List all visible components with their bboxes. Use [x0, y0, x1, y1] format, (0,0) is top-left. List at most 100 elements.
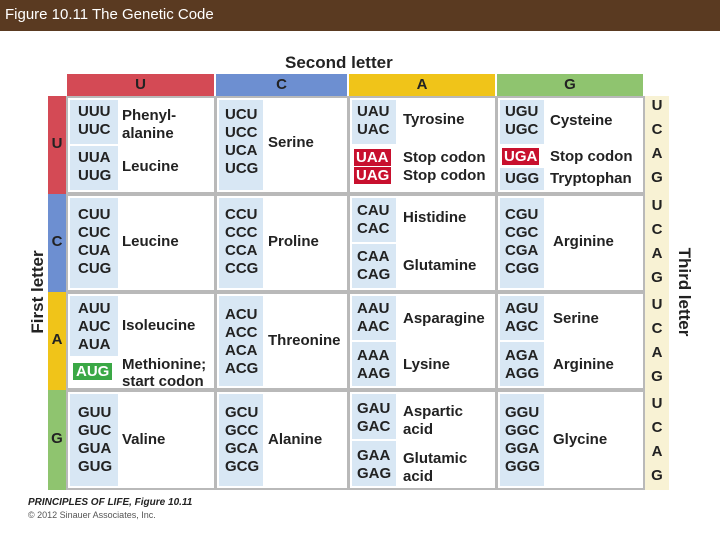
amino-acid: Methionine;: [122, 356, 207, 373]
codon: AUC: [78, 318, 111, 335]
codon: CGA: [505, 242, 539, 259]
amino-acid: Stop codon: [403, 167, 486, 184]
codon: GAA: [357, 447, 391, 464]
amino-acid: Tryptophan: [550, 170, 632, 187]
codon: ACC: [225, 324, 258, 341]
codon: AGC: [505, 318, 539, 335]
window-title: Figure 10.11 The Genetic Code: [5, 6, 214, 23]
column-header-g: G: [497, 74, 643, 96]
amino-acid: Glycine: [553, 431, 608, 448]
codon: UAU: [357, 103, 390, 120]
codon: CGG: [505, 260, 540, 277]
codon: CUG: [78, 260, 112, 277]
amino-acid: Aspartic: [403, 403, 464, 420]
codon: GGA: [505, 440, 540, 457]
cell-ga: GAU GAC Aspartic acid GAA GAG Glutamic a…: [350, 392, 495, 488]
cell-au: AUU AUC AUA Isoleucine AUG Methionine; s…: [68, 294, 214, 390]
codon: AGA: [505, 347, 539, 364]
figure-source: PRINCIPLES OF LIFE, Figure 10.11: [28, 497, 193, 508]
third-letter: G: [651, 169, 663, 186]
codon: AAC: [357, 318, 390, 335]
codon: CUA: [78, 242, 111, 259]
third-letter: G: [651, 467, 663, 484]
cell-gu: GUU GUC GUA GUG Valine: [68, 392, 214, 488]
codon: GAC: [357, 418, 391, 435]
amino-acid: alanine: [122, 125, 174, 142]
second-letter-heading: Second letter: [285, 53, 393, 72]
first-letter-heading: First letter: [28, 250, 47, 334]
codon: CAA: [357, 248, 390, 265]
codon: CCG: [225, 260, 259, 277]
codon: CGU: [505, 206, 539, 223]
third-letter: C: [651, 320, 663, 337]
codon: UGG: [505, 170, 540, 187]
codon: GAG: [357, 465, 392, 482]
codon: GUC: [78, 422, 112, 439]
amino-acid: Serine: [553, 310, 599, 327]
codon: AGG: [505, 365, 540, 382]
amino-acid: Phenyl-: [122, 107, 177, 124]
amino-acid: start codon: [122, 373, 204, 390]
column-header-u: U: [67, 74, 214, 96]
column-header-c: C: [216, 74, 347, 96]
third-letter: C: [651, 419, 663, 436]
amino-acid: Stop codon: [550, 148, 633, 165]
stop-codon: UGA: [502, 148, 540, 165]
codon: CUC: [78, 224, 111, 241]
cell-ua: UAU UAC Tyrosine UAA UAG Stop codon Stop…: [350, 98, 495, 192]
copyright: © 2012 Sinauer Associates, Inc.: [28, 510, 156, 520]
codon: GUU: [78, 404, 112, 421]
codon: GCC: [225, 422, 259, 439]
amino-acid: Lysine: [403, 356, 450, 373]
codon: AAA: [357, 347, 390, 364]
third-letter-heading: Third letter: [675, 247, 694, 337]
row-band-u: [48, 96, 66, 194]
third-letter: U: [651, 97, 663, 114]
codon: UUG: [78, 167, 112, 184]
codon: ACU: [225, 306, 258, 323]
codon: UCA: [225, 142, 258, 159]
third-letter: C: [651, 121, 663, 138]
start-codon: AUG: [73, 363, 113, 380]
codon: GGG: [505, 458, 541, 475]
codon: UUC: [78, 121, 111, 138]
codon: GUA: [78, 440, 112, 457]
codon: GUG: [78, 458, 113, 475]
cell-ac: ACU ACC ACA ACG Threonine: [217, 294, 347, 388]
row-letter-u: U: [51, 135, 63, 152]
amino-acid: Proline: [268, 233, 319, 250]
cell-uu: UUU UUC Phenyl- alanine UUA UUG Leucine: [68, 98, 214, 192]
cell-cu: CUU CUC CUA CUG Leucine: [68, 196, 214, 290]
codon: UUA: [78, 149, 111, 166]
codon: CAC: [357, 220, 390, 237]
amino-acid: Valine: [122, 431, 166, 448]
row-letter-c: C: [51, 233, 63, 250]
third-letter: G: [651, 368, 663, 385]
amino-acid: acid: [403, 468, 434, 485]
codon: CAU: [357, 202, 390, 219]
codon: AUU: [78, 300, 111, 317]
amino-acid: acid: [403, 421, 434, 438]
row-letter-a: A: [51, 331, 63, 348]
row-band-g: [48, 390, 66, 490]
amino-acid: Leucine: [122, 158, 179, 175]
amino-acid: Tyrosine: [403, 111, 465, 128]
codon: CAG: [357, 266, 391, 283]
codon: GCA: [225, 440, 259, 457]
third-letter: A: [651, 245, 663, 262]
row-band-c: [48, 194, 66, 292]
amino-acid: Threonine: [268, 332, 341, 349]
codon: ACA: [225, 342, 258, 359]
codon: GCU: [225, 404, 259, 421]
third-letter: C: [651, 221, 663, 238]
amino-acid: Leucine: [122, 233, 179, 250]
amino-acid: Glutamic: [403, 450, 468, 467]
amino-acid: Cysteine: [550, 112, 613, 129]
amino-acid: Asparagine: [403, 310, 485, 327]
cell-cg: CGU CGC CGA CGG Arginine: [498, 196, 643, 290]
codon: CGC: [505, 224, 539, 241]
codon: CCC: [225, 224, 258, 241]
codon: CCU: [225, 206, 258, 223]
amino-acid: Stop codon: [403, 149, 486, 166]
codon: UGU: [505, 103, 539, 120]
